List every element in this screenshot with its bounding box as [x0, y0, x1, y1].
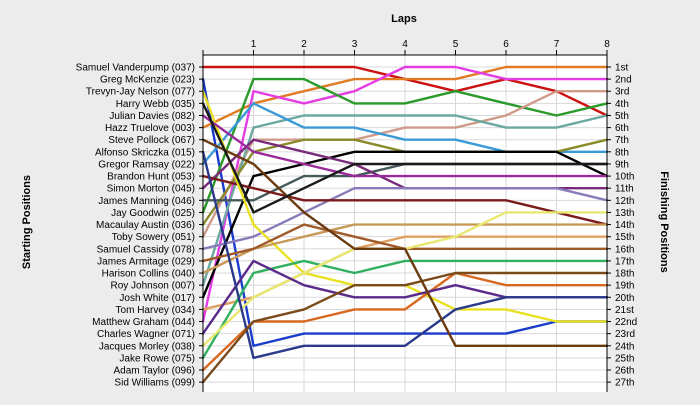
start-position-label: Josh White (017) [119, 293, 195, 304]
start-position-label: Greg McKenzie (023) [100, 75, 195, 86]
finish-position-label: 21st [615, 305, 634, 316]
finish-position-label: 7th [615, 135, 629, 146]
finish-position-label: 8th [615, 147, 629, 158]
start-position-label: Brandon Hunt (053) [107, 172, 195, 183]
finish-position-label: 18th [615, 269, 634, 280]
start-position-label: Steve Pollock (067) [108, 135, 195, 146]
start-position-label: Jake Rowe (075) [119, 353, 195, 364]
finish-position-label: 13th [615, 208, 634, 219]
start-position-label: James Manning (046) [98, 196, 195, 207]
start-position-label: Adam Taylor (096) [113, 366, 195, 377]
lap-tick-label: 7 [554, 39, 560, 50]
lap-tick-label: 5 [453, 39, 459, 50]
left-axis-title: Starting Positions [21, 175, 33, 269]
finish-position-label: 20th [615, 293, 634, 304]
start-position-label: Roy Johnson (007) [111, 281, 196, 292]
finish-position-label: 10th [615, 172, 634, 183]
x-axis-title: Laps [391, 13, 417, 25]
start-position-label: Simon Morton (045) [107, 184, 195, 195]
finish-position-label: 27th [615, 378, 634, 389]
series-line-5 [201, 77, 609, 214]
series-line-6 [201, 89, 609, 238]
series-line-10 [201, 150, 609, 299]
finish-position-label: 26th [615, 366, 634, 377]
start-position-label: Sid Williams (099) [114, 378, 195, 389]
start-position-label: James Armitage (029) [97, 256, 195, 267]
finish-position-label: 6th [615, 123, 629, 134]
lap-tick-label: 8 [604, 39, 610, 50]
finish-position-label: 19th [615, 281, 634, 292]
finish-position-label: 12th [615, 196, 634, 207]
series-line-14 [201, 174, 609, 226]
finish-position-label: 23rd [615, 329, 635, 340]
series-line-27 [201, 102, 609, 214]
start-position-label: Samuel Vanderpump (037) [76, 63, 195, 74]
finish-position-label: 16th [615, 244, 634, 255]
tick-marks [199, 50, 611, 383]
start-position-label: Hazz Truelove (003) [105, 123, 195, 134]
series-line-24 [201, 271, 609, 384]
series-line-25 [201, 138, 609, 347]
series-line-23 [201, 150, 609, 360]
starting-position-labels: Samuel Vanderpump (037)Greg McKenzie (02… [76, 63, 195, 389]
lap-tick-label: 4 [402, 39, 408, 50]
finish-position-label: 14th [615, 220, 634, 231]
series-line-7 [201, 114, 609, 287]
start-position-label: Gregor Ramsay (022) [98, 159, 195, 170]
series-line-13 [201, 186, 609, 251]
start-position-label: Samuel Cassidy (078) [97, 244, 195, 255]
series-line-4 [201, 65, 609, 323]
lap-tick-label: 3 [352, 39, 358, 50]
lap-tick-labels: 1 2 3 4 5 6 7 8 [251, 39, 611, 50]
series-lines [201, 65, 609, 384]
start-position-label: Julian Davies (082) [109, 111, 195, 122]
finish-position-label: 15th [615, 232, 634, 243]
finish-position-label: 4th [615, 99, 629, 110]
finish-position-label: 5th [615, 111, 629, 122]
series-line-21 [201, 271, 609, 372]
finish-position-label: 22nd [615, 317, 637, 328]
series-line-16 [201, 223, 609, 275]
start-position-label: Trevyn-Jay Nelson (077) [86, 87, 195, 98]
finish-position-label: 17th [615, 256, 634, 267]
start-position-label: Tom Harvey (034) [116, 305, 195, 316]
lap-tick-label: 6 [503, 39, 509, 50]
start-position-label: Charles Wagner (071) [97, 329, 195, 340]
lap-tick-label: 1 [251, 39, 257, 50]
finish-position-label: 9th [615, 159, 629, 170]
start-position-label: Harry Webb (035) [116, 99, 195, 110]
start-position-label: Matthew Graham (044) [92, 317, 195, 328]
series-line-2 [201, 77, 609, 347]
start-position-label: Macaulay Austin (036) [96, 220, 195, 231]
finish-position-label: 2nd [615, 75, 632, 86]
finish-position-label: 25th [615, 353, 634, 364]
start-position-label: Alfonso Skriczka (015) [95, 147, 195, 158]
lap-tick-label: 2 [301, 39, 307, 50]
finish-position-label: 3rd [615, 87, 629, 98]
start-position-label: Toby Sowery (051) [112, 232, 195, 243]
finish-position-label: 11th [615, 184, 634, 195]
series-line-3 [201, 65, 609, 129]
right-axis-title: Finishing Positions [658, 171, 670, 272]
finishing-position-labels: 1st2nd3rd4th5th6th7th8th9th10th11th12th1… [615, 63, 637, 389]
start-position-label: Harison Collins (040) [102, 269, 195, 280]
finish-position-label: 1st [615, 63, 629, 74]
series-line-26 [201, 114, 609, 178]
start-position-label: Jay Goodwin (025) [111, 208, 195, 219]
finish-position-label: 24th [615, 341, 634, 352]
start-position-label: Jacques Morley (038) [99, 341, 195, 352]
